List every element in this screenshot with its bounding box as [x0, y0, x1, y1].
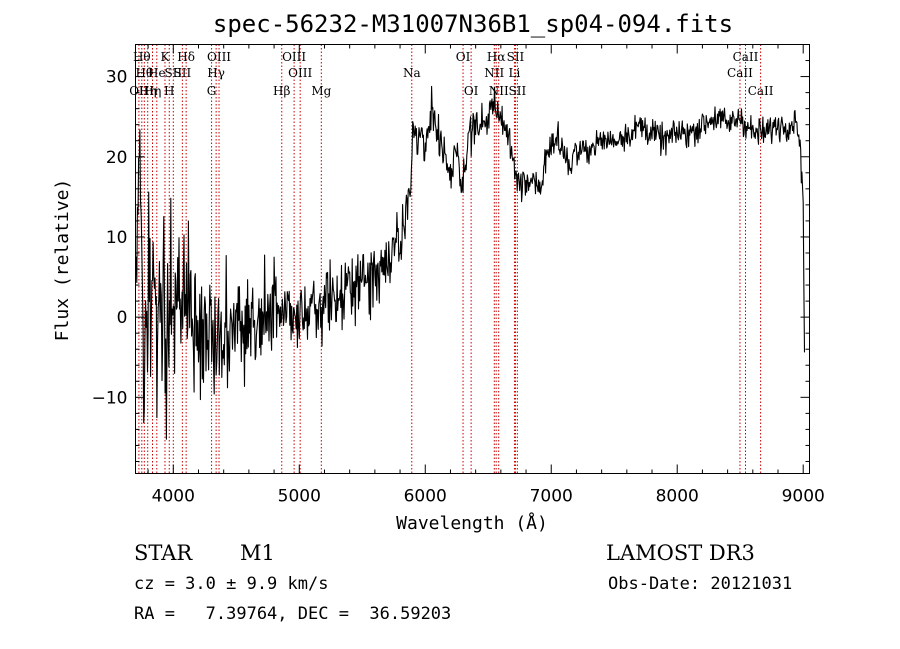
line-marker-label: SII: [507, 50, 525, 64]
redshift-cz: cz = 3.0 ± 9.9 km/s: [134, 574, 328, 594]
line-marker-label: Hβ: [273, 84, 290, 98]
emission-line-labels: OIIHθHθHηHηHeKHSIISIIHδGHγOIIIHβOIIIOIII…: [129, 50, 774, 98]
line-marker-label: NII: [489, 84, 509, 98]
y-tick-label: 10: [106, 228, 128, 248]
x-axis-label: Wavelength (Å): [396, 512, 548, 534]
x-tick-label: 8000: [656, 487, 699, 507]
line-marker-label: CaII: [727, 66, 753, 80]
line-marker-label: NII: [484, 66, 504, 80]
line-marker-label: Na: [403, 66, 421, 80]
line-marker-label: SII: [164, 66, 182, 80]
line-marker-label: Hγ: [207, 66, 225, 80]
line-marker-label: Hθ: [135, 66, 153, 80]
coordinates: RA = 7.39764, DEC = 36.59203: [134, 604, 451, 624]
x-tick-label: 4000: [152, 487, 195, 507]
line-marker-label: K: [160, 50, 170, 64]
y-tick-label: 30: [106, 68, 128, 88]
y-tick-label: 20: [106, 148, 128, 168]
line-marker-label: SII: [508, 84, 526, 98]
line-marker-label: Hη: [139, 84, 157, 98]
line-marker-label: He: [148, 66, 166, 80]
line-marker-label: Li: [509, 66, 521, 80]
line-marker-label: Mg: [311, 84, 331, 98]
y-tick-label: 0: [117, 308, 128, 328]
x-tick-label: 5000: [278, 487, 321, 507]
axis-ticks: 4000 5000 6000 7000 8000 9000 −10 0 10 20 30: [92, 44, 825, 507]
line-marker-label: G: [207, 84, 217, 98]
chart-title: spec-56232-M31007N36B1_sp04-094.fits: [213, 10, 733, 38]
line-marker-label: Hα: [487, 50, 506, 64]
object-class: STAR: [134, 541, 193, 565]
line-marker-label: CaII: [748, 84, 774, 98]
line-marker-label: H: [164, 84, 174, 98]
object-subclass: M1: [240, 541, 275, 565]
line-marker-label: OIII: [288, 66, 312, 80]
x-tick-label: 6000: [404, 487, 447, 507]
x-tick-label: 7000: [530, 487, 573, 507]
y-tick-label: −10: [92, 388, 128, 408]
line-marker-label: SII: [174, 66, 192, 80]
line-marker-label: OIII: [207, 50, 231, 64]
line-marker-label: CaII: [733, 50, 759, 64]
y-axis-label: Flux (relative): [52, 179, 73, 342]
line-marker-label: OIII: [282, 50, 306, 64]
flux-line: [134, 85, 806, 440]
line-marker-label: OI: [464, 84, 479, 98]
plot-frame: [135, 44, 810, 474]
x-tick-label: 9000: [782, 487, 825, 507]
line-marker-label: Hδ: [177, 50, 195, 64]
observation-date: Obs-Date: 20121031: [608, 574, 792, 594]
line-marker-label: Hθ: [133, 50, 151, 64]
line-marker-label: OI: [456, 50, 471, 64]
survey-name: LAMOST DR3: [606, 541, 755, 565]
emission-line-markers: [138, 44, 762, 474]
flux-series: [134, 85, 806, 440]
line-marker-label: Hη: [144, 84, 162, 98]
line-marker-label: OII: [129, 84, 149, 98]
